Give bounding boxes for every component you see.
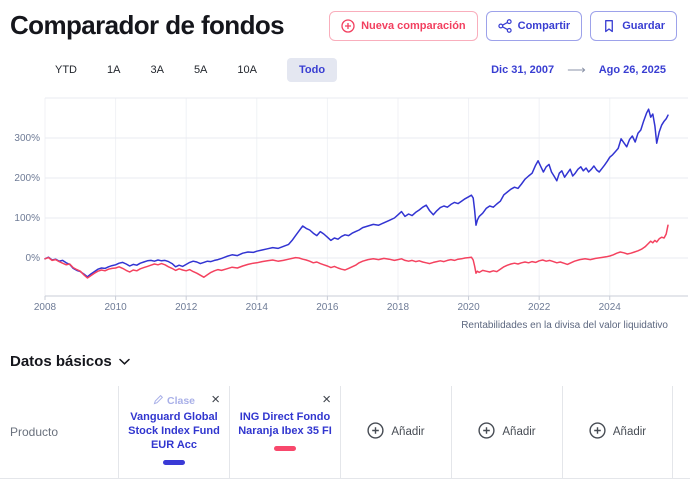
fund-link-ing[interactable]: ING Direct Fondo Naranja Ibex 35 FI <box>238 411 332 437</box>
svg-text:200%: 200% <box>14 173 40 184</box>
tab-5a[interactable]: 5A <box>193 64 208 76</box>
share-button[interactable]: Compartir <box>485 10 583 41</box>
save-button[interactable]: Guardar <box>590 10 677 41</box>
tab-1a[interactable]: 1A <box>107 64 121 76</box>
new-comparison-button[interactable]: Nueva comparación <box>329 10 478 41</box>
bookmark-icon <box>602 19 616 33</box>
svg-text:2012: 2012 <box>175 302 198 313</box>
clase-edit-link[interactable]: Clase <box>153 394 195 408</box>
chart-area: 2008 2010 2012 2014 2016 2018 2020 2022 2024 300%… <box>0 87 690 331</box>
add-product-button-2[interactable]: Añadir <box>451 386 562 478</box>
product-cell-ing: × ING Direct Fondo Naranja Ibex 35 FI <box>229 386 340 478</box>
chevron-down-icon <box>118 353 130 370</box>
page-title: Comparador de fondos <box>10 10 285 40</box>
date-range: Dic 31, 2007 ⟶ Ago 26, 2025 <box>491 62 666 78</box>
arrow-right-icon: ⟶ <box>567 62 586 77</box>
datos-basicos-toggle[interactable]: Datos básicos <box>10 353 690 370</box>
svg-text:2020: 2020 <box>457 302 480 313</box>
svg-text:2016: 2016 <box>316 302 339 313</box>
plus-circle-icon <box>341 18 355 33</box>
svg-text:2024: 2024 <box>599 302 622 313</box>
pencil-icon <box>153 394 164 408</box>
series-color-pill-red <box>274 445 296 451</box>
page-header: Comparador de fondos Nueva comparación C… <box>0 0 690 41</box>
save-label: Guardar <box>622 19 665 32</box>
svg-text:100%: 100% <box>14 213 40 224</box>
close-icon[interactable]: × <box>211 391 220 408</box>
add-product-button-1[interactable]: Añadir <box>340 386 451 478</box>
svg-text:2010: 2010 <box>104 302 127 313</box>
fund-link-vanguard[interactable]: Vanguard Global Stock Index Fund EUR Acc <box>128 411 220 451</box>
date-to[interactable]: Ago 26, 2025 <box>598 64 666 76</box>
product-row-label: Producto <box>10 425 59 439</box>
plus-circle-icon <box>367 422 384 442</box>
plus-circle-icon <box>478 422 495 442</box>
add-product-button-3[interactable]: Añadir <box>562 386 673 478</box>
plus-circle-icon <box>589 422 606 442</box>
share-label: Compartir <box>517 19 571 32</box>
date-from[interactable]: Dic 31, 2007 <box>491 64 555 76</box>
datos-basicos-label: Datos básicos <box>10 353 112 370</box>
product-cell-vanguard: × Clase Vanguard Global Stock Index Fund… <box>118 386 229 478</box>
svg-text:2014: 2014 <box>246 302 269 313</box>
chart-toolbar: YTD 1A 3A 5A 10A Todo Dic 31, 2007 ⟶ Ago… <box>55 57 666 83</box>
tab-3a[interactable]: 3A <box>150 64 164 76</box>
svg-text:0%: 0% <box>26 253 41 264</box>
series-color-pill-blue <box>163 459 185 465</box>
tab-ytd[interactable]: YTD <box>55 64 77 76</box>
close-icon[interactable]: × <box>322 391 331 408</box>
product-row: Producto × Clase Vanguard Global Stock I… <box>0 386 690 479</box>
chart-caption: Rentabilidades en la divisa del valor li… <box>461 320 668 331</box>
svg-text:2018: 2018 <box>387 302 410 313</box>
tab-10a[interactable]: 10A <box>237 64 257 76</box>
svg-text:2008: 2008 <box>34 302 57 313</box>
new-comparison-label: Nueva comparación <box>361 19 466 32</box>
svg-text:300%: 300% <box>14 133 40 144</box>
comparison-chart[interactable]: 2008 2010 2012 2014 2016 2018 2020 2022 2024 300%… <box>0 87 690 315</box>
share-icon <box>497 18 512 33</box>
tab-todo[interactable]: Todo <box>286 58 338 82</box>
svg-text:2022: 2022 <box>528 302 551 313</box>
